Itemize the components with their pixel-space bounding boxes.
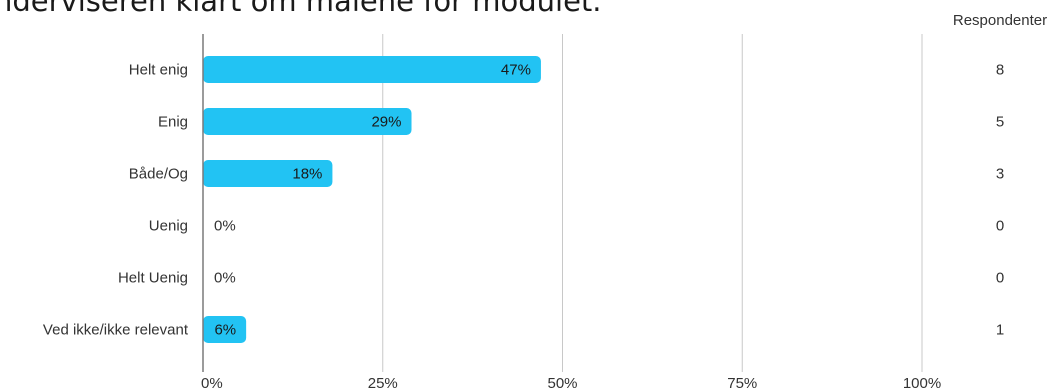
data-label: 29% <box>371 114 401 131</box>
data-label: 18% <box>292 166 322 183</box>
respondent-count: 0 <box>996 270 1004 287</box>
respondent-count: 5 <box>996 114 1004 131</box>
category-label: Enig <box>158 114 188 131</box>
category-label: Helt Uenig <box>118 270 188 287</box>
data-label: 0% <box>214 270 236 287</box>
bar <box>203 316 247 343</box>
bar <box>203 160 333 187</box>
respondent-count: 0 <box>996 218 1004 235</box>
category-label: Både/Og <box>129 166 188 183</box>
x-tick-label: 75% <box>727 375 757 392</box>
x-tick-label: 50% <box>547 375 577 392</box>
x-tick-label: 100% <box>903 375 941 392</box>
data-label: 0% <box>214 218 236 235</box>
x-tick-label: 0% <box>201 375 223 392</box>
category-label: Ved ikke/ikke relevant <box>43 322 189 339</box>
data-label: 6% <box>214 322 236 339</box>
respondent-count: 1 <box>996 322 1004 339</box>
chart-title: nderviseren klart om målene for modulet. <box>0 0 602 18</box>
data-label: 47% <box>501 62 531 79</box>
respondent-count: 8 <box>996 62 1004 79</box>
respondents-header: Respondenter <box>953 12 1047 29</box>
respondent-count: 3 <box>996 166 1004 183</box>
bar <box>203 56 541 83</box>
bar <box>203 108 412 135</box>
category-label: Helt enig <box>129 62 188 79</box>
category-label: Uenig <box>149 218 188 235</box>
x-tick-label: 25% <box>368 375 398 392</box>
